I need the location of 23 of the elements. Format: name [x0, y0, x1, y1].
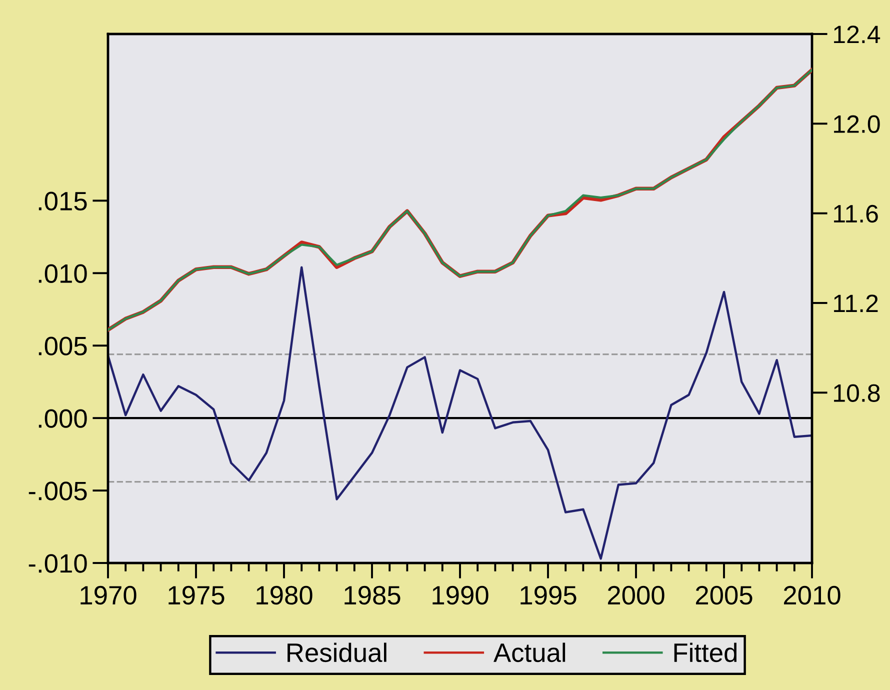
y-tick-label: -.010 — [28, 554, 87, 573]
x-tick-label: 1985 — [344, 586, 400, 605]
y-tick-label: -.005 — [28, 482, 87, 500]
y2-tick-label: 11.6 — [834, 204, 878, 223]
x-tick-label: 2005 — [696, 586, 752, 605]
y-tick-label: .000 — [38, 409, 87, 428]
x-tick-label: 1990 — [432, 586, 488, 605]
y2-tick-label: 11.2 — [834, 294, 878, 312]
x-tick-label: 1995 — [520, 586, 576, 605]
y-tick-label: .015 — [38, 192, 87, 210]
legend-label: Fitted — [674, 642, 737, 662]
legend-label: Actual — [494, 642, 566, 662]
y2-tick-label: 12.0 — [834, 115, 880, 133]
x-tick-label: 1980 — [256, 586, 312, 605]
y-tick-label: .010 — [38, 264, 87, 283]
y-tick-label: .005 — [38, 336, 87, 356]
legend-label: Residual — [288, 642, 386, 662]
x-tick-label: 2010 — [784, 586, 840, 605]
y2-tick-label: 10.8 — [834, 384, 880, 402]
y2-tick-label: 12.4 — [834, 26, 880, 44]
x-tick-label: 1970 — [80, 586, 136, 605]
x-tick-label: 2000 — [608, 586, 664, 605]
x-tick-label: 1975 — [168, 586, 224, 605]
